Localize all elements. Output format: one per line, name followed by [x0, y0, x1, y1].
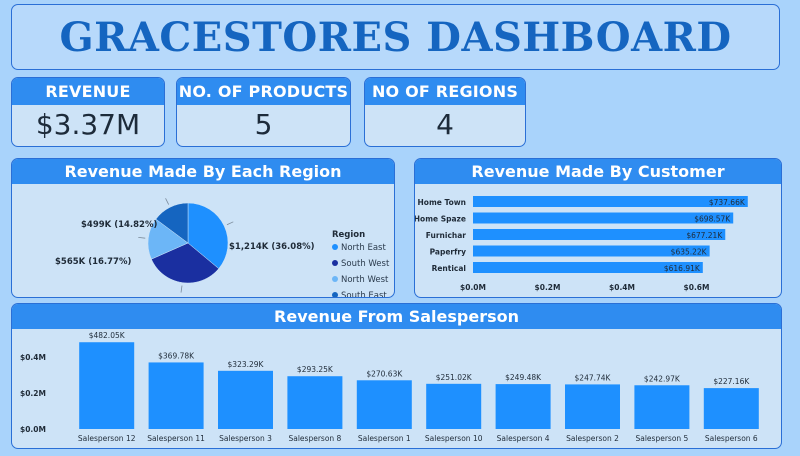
- salesperson-y-tick-label: $0.2M: [20, 389, 46, 398]
- customer-category-label: Home Town: [418, 198, 466, 207]
- pie-slice-south-east[interactable]: [155, 202, 189, 244]
- salesperson-category-label: Salesperson 12: [78, 434, 136, 443]
- legend-item-north-east[interactable]: North East: [341, 243, 386, 253]
- salesperson-category-label: Salesperson 11: [147, 434, 205, 443]
- pie-leader-line: [180, 285, 183, 293]
- pie-leader-line: [165, 198, 170, 205]
- dashboard-title-card: GRACESTORES DASHBOARD: [11, 4, 780, 70]
- salesperson-bar-value-label: $242.97K: [644, 374, 681, 383]
- salesperson-bar[interactable]: [634, 385, 690, 429]
- salesperson-category-label: Salesperson 1: [358, 434, 411, 443]
- customer-bar[interactable]: [473, 196, 748, 207]
- salesperson-category-label: Salesperson 4: [497, 434, 550, 443]
- kpi-card-regions[interactable]: NO OF REGIONS 4: [364, 77, 526, 147]
- salesperson-category-label: Salesperson 10: [425, 434, 483, 443]
- pie-leader-line: [138, 237, 146, 239]
- salesperson-bar-chart[interactable]: $0.0M $0.2M $0.4M $482.05K Salesperson 12 $36…: [12, 329, 782, 449]
- customer-bar[interactable]: [473, 245, 710, 257]
- customer-x-tick-label: $0.4M: [609, 283, 635, 292]
- customer-bar[interactable]: [473, 262, 703, 273]
- kpi-label-revenue: REVENUE: [12, 78, 164, 105]
- salesperson-category-label: Salesperson 5: [635, 434, 688, 443]
- region-pie-chart[interactable]: $1,214K (36.08%)$1,088K (32.32%)$565K (1…: [12, 184, 395, 298]
- kpi-label-products: NO. OF PRODUCTS: [177, 78, 350, 105]
- customer-bar-value-label: $677.21K: [686, 231, 723, 240]
- salesperson-category-label: Salesperson 3: [219, 434, 272, 443]
- pie-legend-title: Region: [332, 230, 365, 240]
- pie-slice-north-west[interactable]: [147, 218, 189, 260]
- customer-x-tick-label: $0.6M: [684, 283, 710, 292]
- legend-marker: [332, 292, 338, 297]
- pie-data-label: $499K (14.82%): [81, 220, 157, 230]
- salesperson-bar[interactable]: [79, 342, 135, 429]
- salesperson-bar-panel[interactable]: Revenue From Salesperson $0.0M $0.2M $0.4M…: [11, 303, 782, 449]
- kpi-label-regions: NO OF REGIONS: [365, 78, 525, 105]
- salesperson-bar-value-label: $482.05K: [89, 331, 126, 340]
- legend-item-south-east[interactable]: South East: [341, 291, 387, 298]
- customer-bar-value-label: $616.91K: [664, 264, 701, 273]
- customer-x-tick-label: $0.2M: [535, 283, 561, 292]
- salesperson-bar-value-label: $227.16K: [713, 377, 750, 386]
- legend-marker: [332, 244, 338, 250]
- legend-item-south-west[interactable]: South West: [341, 259, 390, 269]
- pie-leader-line: [226, 221, 234, 226]
- customer-bar-value-label: $635.22K: [671, 248, 708, 257]
- salesperson-y-tick-label: $0.4M: [20, 353, 46, 362]
- customer-bar[interactable]: [473, 212, 734, 224]
- salesperson-bar[interactable]: [495, 384, 551, 429]
- customer-bar-chart[interactable]: Home Town $737.66K Home Spaze $698.57K Furni…: [415, 184, 782, 298]
- customer-category-label: Furnichar: [426, 231, 467, 240]
- salesperson-bar-value-label: $247.74K: [575, 373, 612, 382]
- legend-marker: [332, 260, 338, 266]
- region-pie-panel[interactable]: Revenue Made By Each Region $1,214K (36.…: [11, 158, 395, 298]
- kpi-card-revenue[interactable]: REVENUE $3.37M: [11, 77, 165, 147]
- salesperson-bar-value-label: $323.29K: [228, 360, 265, 369]
- salesperson-bar[interactable]: [287, 376, 343, 429]
- pie-data-label: $565K (16.77%): [55, 257, 131, 267]
- salesperson-bar-value-label: $249.48K: [505, 373, 542, 382]
- salesperson-bar[interactable]: [426, 383, 482, 429]
- pie-slice-south-west[interactable]: [151, 242, 220, 284]
- customer-bar-panel[interactable]: Revenue Made By Customer Home Town $737.6…: [414, 158, 782, 298]
- customer-x-tick-label: $0.0M: [460, 283, 486, 292]
- salesperson-category-label: Salesperson 8: [288, 434, 341, 443]
- legend-marker: [332, 276, 338, 282]
- kpi-value-revenue: $3.37M: [35, 108, 141, 141]
- salesperson-bar-value-label: $293.25K: [297, 365, 334, 374]
- customer-bar[interactable]: [473, 229, 726, 240]
- kpi-value-products: 5: [254, 108, 273, 141]
- salesperson-category-label: Salesperson 6: [705, 434, 758, 443]
- customer-bar-title: Revenue Made By Customer: [415, 159, 781, 184]
- customer-bar-value-label: $737.66K: [709, 198, 746, 207]
- salesperson-category-label: Salesperson 2: [566, 434, 619, 443]
- salesperson-bar-value-label: $369.78K: [158, 351, 195, 360]
- customer-category-label: Paperfry: [430, 248, 466, 257]
- salesperson-bar-value-label: $251.02K: [436, 373, 473, 382]
- pie-data-label: $1,214K (36.08%): [229, 242, 315, 252]
- salesperson-bar[interactable]: [218, 370, 273, 429]
- customer-category-label: Rentical: [432, 264, 466, 273]
- salesperson-bar[interactable]: [148, 362, 204, 429]
- legend-item-north-west[interactable]: North West: [341, 275, 389, 285]
- customer-category-label: Home Spaze: [415, 215, 466, 224]
- salesperson-bar[interactable]: [565, 384, 620, 429]
- kpi-card-products[interactable]: NO. OF PRODUCTS 5: [176, 77, 351, 147]
- pie-slice-north-east[interactable]: [187, 202, 229, 269]
- customer-bar-value-label: $698.57K: [694, 215, 731, 224]
- region-pie-title: Revenue Made By Each Region: [12, 159, 394, 184]
- salesperson-bar[interactable]: [356, 380, 412, 429]
- dashboard-title: GRACESTORES DASHBOARD: [59, 13, 732, 61]
- salesperson-y-tick-label: $0.0M: [20, 425, 46, 434]
- kpi-value-regions: 4: [436, 108, 454, 141]
- salesperson-bar[interactable]: [703, 388, 759, 429]
- salesperson-bar-title: Revenue From Salesperson: [12, 304, 781, 329]
- salesperson-bar-value-label: $270.63K: [366, 369, 403, 378]
